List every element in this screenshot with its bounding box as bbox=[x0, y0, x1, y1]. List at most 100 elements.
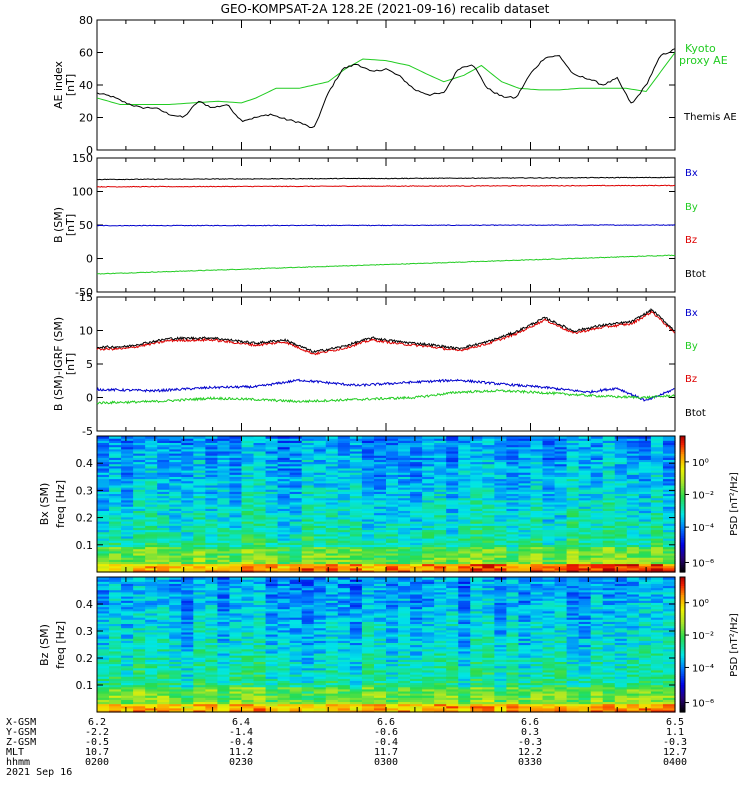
spectrogram-cell bbox=[97, 442, 110, 446]
spectrogram-cell bbox=[337, 587, 351, 591]
colorbar-cell bbox=[680, 436, 685, 439]
spectrogram-cell bbox=[217, 644, 231, 648]
spectrogram-cell bbox=[265, 581, 279, 584]
spectrogram-cell bbox=[602, 478, 616, 482]
spectrogram-cell bbox=[361, 453, 375, 456]
spectrogram-cell bbox=[650, 533, 664, 537]
spectrogram-cell bbox=[205, 598, 219, 601]
spectrogram-cell bbox=[434, 552, 447, 556]
spectrogram-cell bbox=[542, 523, 556, 526]
spectrogram-cell bbox=[361, 569, 375, 573]
spectrogram-cell bbox=[121, 474, 134, 477]
spectrogram-cell bbox=[265, 484, 279, 488]
spectrogram-cell bbox=[470, 504, 483, 507]
spectrogram-cell bbox=[325, 701, 339, 705]
spectrogram-cell bbox=[482, 472, 495, 475]
spectrogram-cell bbox=[145, 705, 158, 709]
spectrogram-cell bbox=[458, 569, 471, 573]
spectrogram-cell bbox=[650, 531, 664, 535]
spectrogram-cell bbox=[145, 608, 158, 612]
spectrogram-cell bbox=[217, 482, 231, 486]
spectrogram-cell bbox=[109, 671, 122, 675]
spectrogram-cell bbox=[349, 544, 363, 548]
spectrogram-cell bbox=[265, 442, 279, 446]
spectrogram-cell bbox=[205, 606, 219, 610]
spectrogram-cell bbox=[614, 518, 628, 522]
spectrogram-cell bbox=[349, 591, 363, 595]
spectrogram-cell bbox=[373, 527, 387, 531]
spectrogram-cell bbox=[446, 512, 459, 516]
spectrogram-cell bbox=[361, 463, 375, 467]
spectrogram-cell bbox=[361, 608, 375, 612]
spectrogram-cell bbox=[410, 448, 423, 452]
spectrogram-cell bbox=[361, 638, 375, 641]
spectrogram-cell bbox=[325, 491, 339, 494]
spectrogram-cell bbox=[386, 436, 399, 439]
spectrogram-cell bbox=[121, 585, 134, 589]
spectrogram-cell bbox=[229, 644, 243, 648]
spectrogram-cell bbox=[277, 686, 291, 690]
spectrogram-cell bbox=[277, 598, 291, 601]
spectrogram-cell bbox=[133, 579, 146, 582]
spectrogram-cell bbox=[181, 446, 194, 450]
spectrogram-cell bbox=[566, 531, 580, 535]
spectrogram-cell bbox=[398, 438, 411, 441]
spectrogram-cell bbox=[169, 559, 182, 562]
spectrogram-cell bbox=[193, 465, 206, 469]
spectrogram-cell bbox=[265, 646, 279, 650]
spectrogram-cell bbox=[145, 497, 158, 501]
spectrogram-cell bbox=[361, 686, 375, 690]
spectrogram-cell bbox=[349, 621, 363, 625]
spectrogram-cell bbox=[181, 600, 194, 603]
spectrogram-cell bbox=[422, 446, 435, 450]
spectrogram-cell bbox=[422, 565, 435, 569]
spectrogram-cell bbox=[506, 523, 520, 526]
spectrogram-cell bbox=[373, 470, 387, 473]
spectrogram-cell bbox=[217, 612, 231, 616]
spectrogram-cell bbox=[446, 440, 459, 443]
spectrogram-cell bbox=[518, 546, 532, 550]
spectrogram-cell bbox=[626, 493, 640, 497]
spectrogram-cell bbox=[241, 593, 255, 597]
spectrogram-cell bbox=[169, 676, 182, 679]
spectrogram-cell bbox=[253, 707, 267, 711]
spectrogram-cell bbox=[205, 644, 219, 648]
spectrogram-cell bbox=[157, 531, 170, 535]
spectrogram-cell bbox=[590, 438, 604, 441]
spectrogram-cell bbox=[518, 516, 532, 520]
spectrogram-cell bbox=[241, 478, 255, 482]
spectrogram-cell bbox=[109, 563, 122, 567]
spectrogram-cell bbox=[361, 589, 375, 593]
spectrogram-cell bbox=[566, 538, 580, 541]
spectrogram-cell bbox=[410, 504, 423, 507]
spectrogram-cell bbox=[470, 563, 483, 567]
spectrogram-cell bbox=[145, 436, 158, 439]
spectrogram-cell bbox=[349, 585, 363, 589]
d-legend-bz: Bz bbox=[685, 374, 697, 385]
spectrogram-cell bbox=[398, 544, 411, 548]
spectrogram-cell bbox=[542, 542, 556, 545]
spectrogram-cell bbox=[145, 523, 158, 526]
spectrogram-cell bbox=[410, 518, 423, 522]
spectrogram-cell bbox=[217, 552, 231, 556]
spectrogram-cell bbox=[349, 521, 363, 524]
spectrogram-cell bbox=[145, 506, 158, 509]
colorbar-cell bbox=[680, 528, 685, 532]
spectrogram-cell bbox=[313, 684, 327, 688]
spectrogram-cell bbox=[205, 457, 219, 460]
spectrogram-cell bbox=[578, 565, 592, 569]
spectrogram-cell bbox=[422, 521, 435, 524]
spectrogram-cell bbox=[325, 655, 339, 658]
spectrogram-cell bbox=[602, 525, 616, 528]
spectrogram-cell bbox=[133, 495, 146, 499]
spectrogram-cell bbox=[265, 506, 279, 509]
spectrogram-cell bbox=[446, 535, 459, 539]
spectrogram-cell bbox=[121, 589, 134, 593]
spectrogram-cell bbox=[277, 671, 291, 675]
spectrogram-cell bbox=[506, 459, 520, 463]
spectrogram-cell bbox=[265, 644, 279, 648]
spectrogram-cell bbox=[650, 555, 664, 558]
spectrogram-cell bbox=[349, 699, 363, 703]
spectrogram-cell bbox=[205, 614, 219, 618]
spectrogram-cell bbox=[205, 555, 219, 558]
